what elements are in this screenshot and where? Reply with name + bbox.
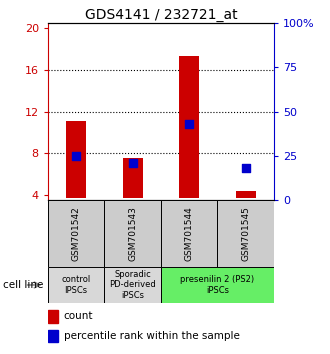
Title: GDS4141 / 232721_at: GDS4141 / 232721_at <box>84 8 237 22</box>
Bar <box>104 200 161 267</box>
Bar <box>161 200 217 267</box>
Point <box>74 153 79 159</box>
Text: GSM701543: GSM701543 <box>128 206 137 261</box>
Point <box>130 160 135 166</box>
Bar <box>66 121 86 198</box>
Text: cell line: cell line <box>3 280 44 290</box>
Text: GSM701542: GSM701542 <box>72 206 81 261</box>
Text: control
IPSCs: control IPSCs <box>61 275 91 295</box>
Text: Sporadic
PD-derived
iPSCs: Sporadic PD-derived iPSCs <box>109 270 156 300</box>
Text: GSM701544: GSM701544 <box>184 206 194 261</box>
Text: GSM701545: GSM701545 <box>241 206 250 261</box>
Bar <box>123 158 143 198</box>
Bar <box>217 200 274 267</box>
Bar <box>48 310 58 322</box>
Bar <box>179 56 199 198</box>
Bar <box>236 191 255 198</box>
Text: presenilin 2 (PS2)
iPSCs: presenilin 2 (PS2) iPSCs <box>180 275 254 295</box>
Bar <box>104 267 161 303</box>
Bar <box>48 200 104 267</box>
Text: count: count <box>64 311 93 321</box>
Bar <box>48 330 58 342</box>
Text: percentile rank within the sample: percentile rank within the sample <box>64 331 240 341</box>
Bar <box>161 267 274 303</box>
Point <box>186 121 192 127</box>
Point <box>243 165 248 171</box>
Bar <box>48 267 104 303</box>
